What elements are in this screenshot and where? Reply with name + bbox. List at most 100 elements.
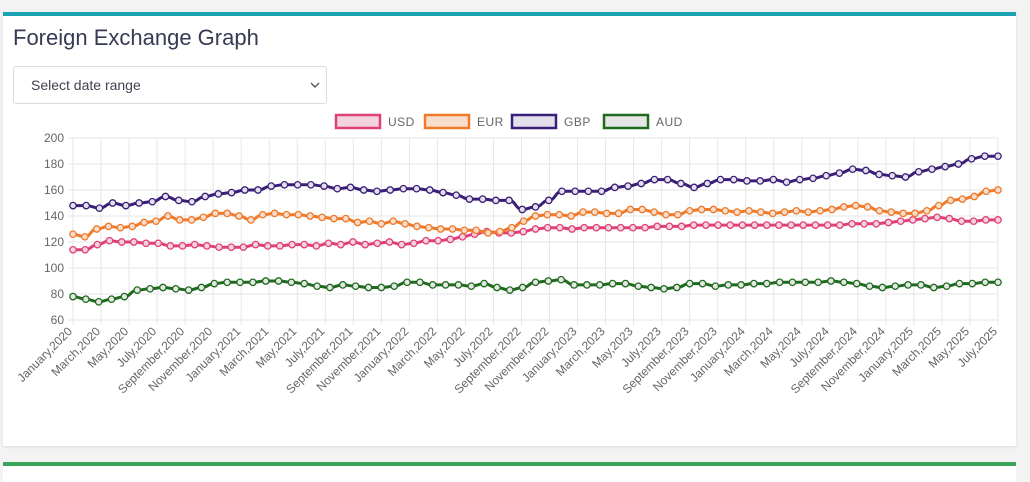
data-point (665, 222, 674, 231)
data-point (641, 223, 649, 232)
data-point (211, 209, 220, 218)
data-point (178, 242, 187, 250)
data-point (280, 180, 289, 189)
data-point (188, 197, 196, 206)
series-eur (69, 186, 1002, 241)
data-point (133, 286, 142, 294)
data-point (324, 239, 333, 248)
data-point (634, 282, 643, 291)
data-point (82, 201, 91, 210)
date-range-select[interactable]: Select date range (13, 66, 327, 104)
data-point (135, 199, 143, 207)
series-usd (69, 213, 1002, 254)
data-point (247, 216, 255, 224)
data-point (492, 196, 500, 205)
data-point (811, 221, 820, 229)
data-point (270, 209, 279, 218)
data-point (484, 229, 492, 237)
data-point (994, 186, 1002, 194)
data-point (493, 283, 501, 292)
legend-label: EUR (477, 115, 504, 129)
data-point (769, 175, 778, 184)
data-point (768, 209, 777, 218)
y-tick-label: 200 (44, 131, 64, 145)
legend-item-usd[interactable]: USD (334, 113, 415, 130)
data-point (580, 223, 589, 232)
data-point (662, 210, 670, 219)
legend-item-gbp[interactable]: GBP (510, 113, 591, 130)
data-point (911, 209, 919, 218)
data-point (583, 281, 591, 289)
data-point (505, 196, 513, 205)
data-point (240, 186, 249, 194)
data-point (809, 174, 817, 183)
data-point (326, 283, 334, 292)
data-point (390, 282, 399, 291)
data-point (425, 186, 434, 194)
data-point (967, 154, 976, 163)
data-point (828, 205, 836, 214)
data-point (782, 178, 791, 187)
legend-item-aud[interactable]: AUD (602, 113, 683, 130)
data-point (174, 196, 183, 205)
data-point (690, 183, 698, 192)
data-point (140, 218, 149, 227)
data-point (385, 238, 394, 246)
chart-legend[interactable]: USD EUR GBP AUD (334, 113, 683, 130)
data-point (702, 221, 710, 229)
data-point (361, 240, 369, 249)
data-point (863, 203, 872, 211)
data-point (716, 175, 725, 184)
data-point (300, 279, 309, 288)
data-point (955, 279, 964, 288)
exchange-card: Foreign Exchange Graph Select date range (3, 12, 1016, 446)
data-point (629, 223, 637, 232)
y-tick-label: 180 (44, 157, 64, 171)
data-point (236, 278, 244, 287)
data-point (201, 192, 209, 201)
data-point (921, 214, 929, 223)
data-point (787, 221, 795, 229)
data-point (875, 170, 883, 179)
data-point (496, 227, 504, 236)
data-point (839, 278, 848, 287)
data-point (215, 243, 223, 252)
data-point (389, 217, 398, 226)
data-point (105, 236, 114, 245)
data-point (288, 240, 296, 249)
data-point (673, 210, 682, 219)
data-point (434, 236, 442, 245)
data-point (263, 242, 272, 250)
data-point (590, 208, 599, 216)
data-point (258, 210, 267, 219)
data-point (721, 206, 730, 215)
data-point (685, 279, 694, 288)
data-point (365, 217, 374, 226)
data-point (933, 213, 941, 222)
data-point (249, 278, 257, 287)
data-point (922, 206, 931, 215)
data-point (472, 226, 481, 235)
data-point (166, 242, 175, 250)
data-point (397, 240, 406, 249)
data-point (822, 171, 831, 180)
data-point (887, 208, 896, 216)
data-point (465, 195, 474, 203)
data-point (364, 283, 373, 292)
data-point (626, 205, 635, 214)
data-point (441, 281, 450, 289)
data-point (353, 218, 362, 227)
data-point (152, 217, 160, 226)
data-point (994, 152, 1002, 161)
data-point (120, 292, 129, 301)
data-point (460, 226, 469, 235)
data-point (604, 223, 613, 232)
data-point (788, 278, 797, 287)
data-point (775, 221, 783, 229)
data-point (567, 212, 575, 220)
legend-item-eur[interactable]: EUR (423, 113, 504, 130)
data-point (478, 195, 487, 203)
data-point (848, 219, 856, 228)
date-range-placeholder: Select date range (31, 77, 141, 93)
